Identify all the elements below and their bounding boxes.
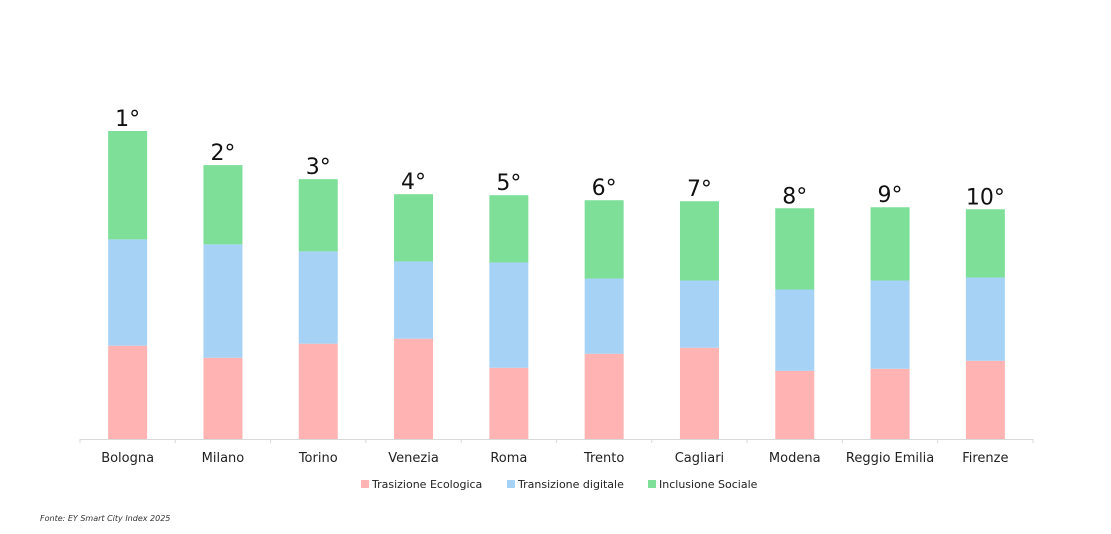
bar-milano-inclusione-sociale xyxy=(203,165,243,245)
legend-label-inclusione-sociale: Inclusione Sociale xyxy=(659,478,758,491)
category-label-bologna: Bologna xyxy=(101,451,154,466)
bar-torino-transizione-digitale xyxy=(298,251,338,344)
rank-label-trento: 6° xyxy=(592,176,617,201)
category-label-milano: Milano xyxy=(202,451,245,466)
category-label-trento: Trento xyxy=(583,451,624,466)
bar-bologna-transizione-digitale xyxy=(108,239,148,346)
bar-bologna-trasizione-ecologica xyxy=(108,345,148,439)
bar-roma-transizione-digitale xyxy=(489,262,529,368)
rank-label-torino: 3° xyxy=(306,155,331,180)
bar-modena-transizione-digitale xyxy=(775,289,815,371)
bar-milano-trasizione-ecologica xyxy=(203,357,243,439)
bar-cagliari-inclusione-sociale xyxy=(679,201,719,281)
bars-group xyxy=(108,131,1005,439)
bar-firenze-trasizione-ecologica xyxy=(965,360,1005,439)
bar-modena-inclusione-sociale xyxy=(775,208,815,290)
category-label-roma: Roma xyxy=(490,451,527,466)
bar-trento-trasizione-ecologica xyxy=(584,353,624,439)
legend-swatch-trasizione-ecologica xyxy=(361,480,369,488)
legend-swatch-inclusione-sociale xyxy=(648,480,656,488)
rank-label-cagliari: 7° xyxy=(687,177,712,202)
bar-cagliari-trasizione-ecologica xyxy=(679,347,719,439)
legend: Trasizione Ecologica Transizione digitale… xyxy=(361,478,758,491)
rank-label-modena: 8° xyxy=(782,184,807,209)
bar-reggio-emilia-transizione-digitale xyxy=(870,280,910,369)
rank-label-milano: 2° xyxy=(210,141,235,166)
rank-label-firenze: 10° xyxy=(966,185,1005,210)
category-label-modena: Modena xyxy=(769,451,821,466)
bar-trento-inclusione-sociale xyxy=(584,200,624,279)
legend-label-transizione-digitale: Transizione digitale xyxy=(517,478,624,491)
category-label-torino: Torino xyxy=(298,451,338,466)
bar-torino-inclusione-sociale xyxy=(298,179,338,252)
bar-venezia-inclusione-sociale xyxy=(394,194,434,262)
bar-venezia-trasizione-ecologica xyxy=(394,338,434,439)
category-label-reggio-emilia: Reggio Emilia xyxy=(846,451,934,466)
labels-group: 1° Bologna 2° Milano 3° Torino 4° Venezia 5° Roma… xyxy=(101,107,1008,466)
bar-reggio-emilia-trasizione-ecologica xyxy=(870,368,910,439)
bar-modena-trasizione-ecologica xyxy=(775,370,815,439)
bar-trento-transizione-digitale xyxy=(584,278,624,354)
legend-swatch-transizione-digitale xyxy=(507,480,515,488)
bar-cagliari-transizione-digitale xyxy=(679,280,719,348)
category-label-cagliari: Cagliari xyxy=(675,451,724,466)
bar-roma-trasizione-ecologica xyxy=(489,367,529,439)
bar-torino-trasizione-ecologica xyxy=(298,343,338,439)
source-note: Fonte: EY Smart City Index 2025 xyxy=(40,514,171,523)
rank-label-bologna: 1° xyxy=(115,107,140,132)
bar-firenze-inclusione-sociale xyxy=(965,209,1005,278)
rank-label-venezia: 4° xyxy=(401,170,426,195)
bar-firenze-transizione-digitale xyxy=(965,277,1005,361)
bar-bologna-inclusione-sociale xyxy=(108,131,148,240)
bar-reggio-emilia-inclusione-sociale xyxy=(870,207,910,281)
category-label-venezia: Venezia xyxy=(388,451,439,466)
legend-label-trasizione-ecologica: Trasizione Ecologica xyxy=(371,478,482,491)
x-axis xyxy=(79,439,1034,443)
rank-label-reggio-emilia: 9° xyxy=(878,183,903,208)
bar-roma-inclusione-sociale xyxy=(489,195,529,263)
bar-venezia-transizione-digitale xyxy=(394,261,434,339)
category-label-firenze: Firenze xyxy=(962,451,1008,466)
bar-milano-transizione-digitale xyxy=(203,244,243,358)
rank-label-roma: 5° xyxy=(496,171,521,196)
